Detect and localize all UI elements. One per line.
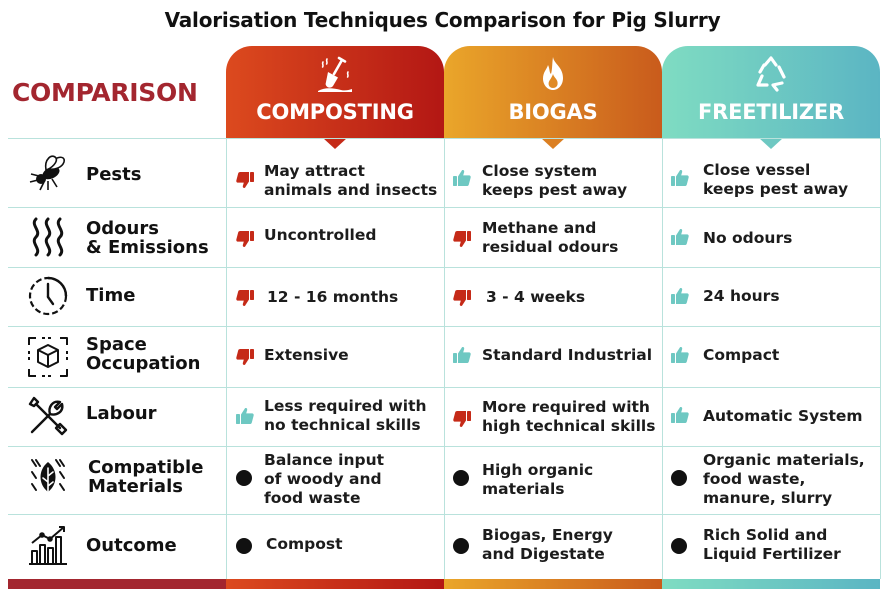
row-label: Odours & Emissions — [86, 218, 209, 258]
table-row-labour: Labour Less required with no technical sk… — [8, 388, 880, 447]
fly-icon — [29, 155, 65, 191]
thumbs-down-icon — [235, 229, 255, 249]
table-row-odours: Odours & Emissions Uncontrolled Methane a… — [8, 208, 880, 268]
column-header-composting: COMPOSTING — [226, 46, 444, 149]
cell-biogas: More required with high technical skills — [482, 398, 656, 435]
bullet-icon — [236, 538, 252, 554]
column-title-composting: COMPOSTING — [256, 100, 414, 124]
cell-composting: Balance input of woody and food waste — [264, 451, 385, 507]
odour-waves-icon — [32, 217, 64, 257]
cell-biogas: 3 - 4 weeks — [486, 288, 586, 306]
bottom-bar-biogas — [444, 579, 662, 589]
row-label: Time — [86, 285, 136, 306]
leaf-icon — [31, 459, 65, 497]
thumbs-up-icon — [670, 405, 690, 425]
comparison-label: COMPARISON — [12, 78, 198, 107]
cell-composting: 12 - 16 months — [267, 288, 399, 306]
thumbs-up-icon — [452, 345, 472, 365]
clock-icon — [28, 276, 68, 316]
cell-freetilizer: Close vessel keeps pest away — [703, 161, 849, 198]
row-label: Labour — [86, 403, 157, 424]
recycle-icon — [756, 56, 786, 92]
table-row-pests: Pests May attract animals and insects Clo… — [8, 138, 880, 208]
table-row-time: Time 12 - 16 months 3 - 4 weeks 24 hours — [8, 268, 880, 327]
cell-freetilizer: Compact — [703, 346, 780, 364]
divider — [226, 138, 227, 579]
thumbs-up-icon — [235, 406, 255, 426]
cell-composting: Less required with no technical skills — [264, 397, 427, 434]
column-header-freetilizer: FREETILIZER — [662, 46, 880, 149]
cell-freetilizer: Rich Solid and Liquid Fertilizer — [703, 526, 841, 563]
thumbs-up-icon — [670, 227, 690, 247]
row-label: Space Occupation — [86, 334, 201, 374]
row-label: Compatible Materials — [88, 457, 204, 497]
column-title-freetilizer: FREETILIZER — [697, 100, 845, 124]
thumbs-down-icon — [452, 288, 472, 308]
cell-biogas: Biogas, Energy and Digestate — [482, 526, 613, 563]
bullet-icon — [671, 538, 687, 554]
cell-biogas: Close system keeps pest away — [482, 162, 628, 199]
cell-freetilizer: Automatic System — [703, 407, 863, 425]
bottom-bar-composting — [226, 579, 444, 589]
thumbs-up-icon — [670, 345, 690, 365]
cell-composting: Compost — [266, 535, 343, 553]
table-row-space: Space Occupation Extensive Standard Indus… — [8, 327, 880, 388]
column-title-biogas: BIOGAS — [508, 100, 598, 124]
cell-biogas: High organic materials — [482, 461, 594, 498]
divider — [880, 138, 881, 579]
page-title: Valorisation Techniques Comparison for P… — [164, 8, 721, 32]
cell-biogas: Standard Industrial — [482, 346, 653, 364]
table-row-outcome: Outcome Compost Biogas, Energy and Digest… — [8, 515, 880, 578]
tools-icon — [28, 396, 68, 436]
shovel-icon — [318, 56, 352, 92]
growth-chart-icon — [29, 526, 67, 565]
bullet-icon — [453, 538, 469, 554]
table-row-materials: Compatible Materials Balance input of wood… — [8, 447, 880, 515]
thumbs-down-icon — [452, 229, 472, 249]
cell-composting: Uncontrolled — [264, 226, 377, 244]
thumbs-down-icon — [235, 347, 255, 367]
bullet-icon — [671, 470, 687, 486]
row-label: Pests — [86, 164, 142, 185]
bullet-icon — [236, 470, 252, 486]
bottom-bar-label — [8, 579, 226, 589]
column-header-biogas: BIOGAS — [444, 46, 662, 149]
thumbs-up-icon — [452, 168, 472, 188]
row-label: Outcome — [86, 535, 177, 556]
thumbs-down-icon — [235, 288, 255, 308]
flame-icon — [543, 57, 563, 90]
cube-icon — [28, 337, 68, 377]
bottom-bar-freetilizer — [662, 579, 880, 589]
thumbs-up-icon — [670, 286, 690, 306]
cell-freetilizer: Organic materials, food waste, manure, slu… — [703, 451, 865, 507]
bullet-icon — [453, 470, 469, 486]
divider — [444, 138, 445, 579]
cell-biogas: Methane and residual odours — [482, 219, 619, 256]
thumbs-down-icon — [452, 409, 472, 429]
cell-freetilizer: No odours — [703, 229, 793, 247]
cell-freetilizer: 24 hours — [703, 287, 780, 305]
cell-composting: May attract animals and insects — [264, 162, 438, 199]
cell-composting: Extensive — [264, 346, 349, 364]
divider — [662, 138, 663, 579]
thumbs-down-icon — [235, 170, 255, 190]
thumbs-up-icon — [670, 168, 690, 188]
